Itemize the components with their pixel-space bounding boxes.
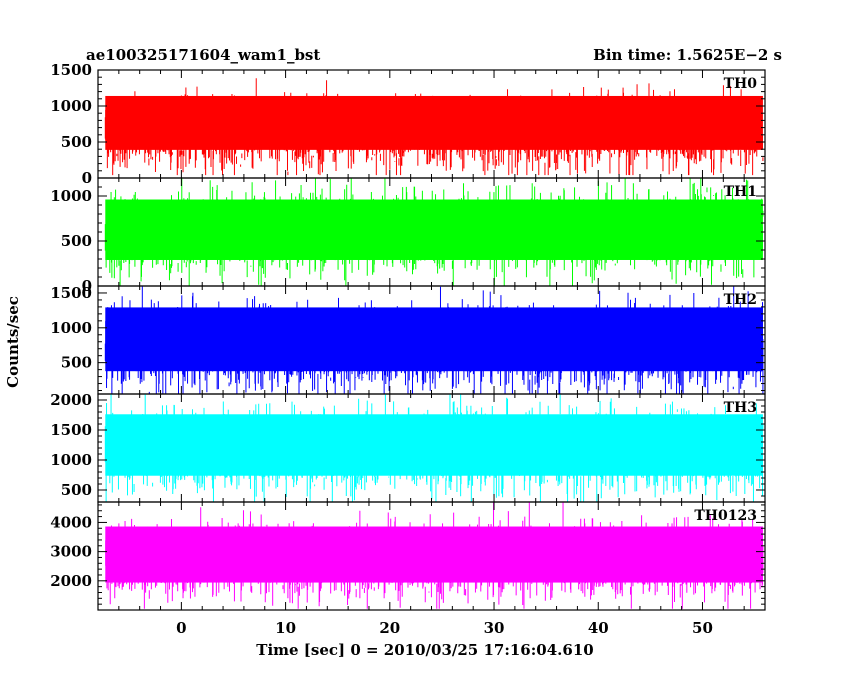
series-line-th2	[104, 286, 764, 394]
y-tick-label: 500	[61, 133, 92, 151]
x-axis-label: Time [sec] 0 = 2010/03/25 17:16:04.610	[256, 641, 593, 659]
y-tick-label: 0	[82, 277, 92, 295]
x-tick-label: 20	[379, 619, 400, 637]
panel-label-th0123: TH0123	[694, 508, 757, 524]
y-tick-label: 2000	[50, 572, 92, 590]
y-tick-label: 500	[61, 354, 92, 372]
panel-label-th0: TH0	[724, 76, 758, 92]
x-tick-label: 50	[692, 619, 713, 637]
x-tick-label: 40	[588, 619, 609, 637]
y-tick-label: 1500	[50, 284, 92, 302]
y-tick-label: 1000	[50, 451, 92, 469]
panel-label-th1: TH1	[724, 184, 757, 200]
y-tick-label: 1500	[50, 61, 92, 79]
y-tick-label: 1000	[50, 97, 92, 115]
y-tick-label: 0	[82, 169, 92, 187]
x-tick-label: 10	[275, 619, 296, 637]
x-tick-label: 0	[176, 619, 186, 637]
y-tick-label: 500	[61, 232, 92, 250]
y-tick-label: 4000	[50, 513, 92, 531]
y-tick-label: 1500	[50, 421, 92, 439]
series-line-th0123	[104, 502, 764, 609]
panel-label-th2: TH2	[724, 292, 757, 308]
series-line-th0	[104, 78, 764, 176]
series-line-th1	[104, 178, 764, 286]
y-tick-label: 500	[61, 481, 92, 499]
chart-title: ae100325171604_wam1_bst	[86, 46, 320, 64]
y-tick-label: 1000	[50, 187, 92, 205]
y-tick-label: 2000	[50, 391, 92, 409]
x-tick-label: 30	[484, 619, 505, 637]
y-tick-label: 3000	[50, 543, 92, 561]
y-tick-label: 1000	[50, 319, 92, 337]
panel-label-th3: TH3	[724, 400, 757, 416]
bin-time-label: Bin time: 1.5625E−2 s	[593, 46, 782, 64]
y-axis-label: Counts/sec	[4, 296, 22, 388]
series-line-th3	[104, 394, 764, 502]
